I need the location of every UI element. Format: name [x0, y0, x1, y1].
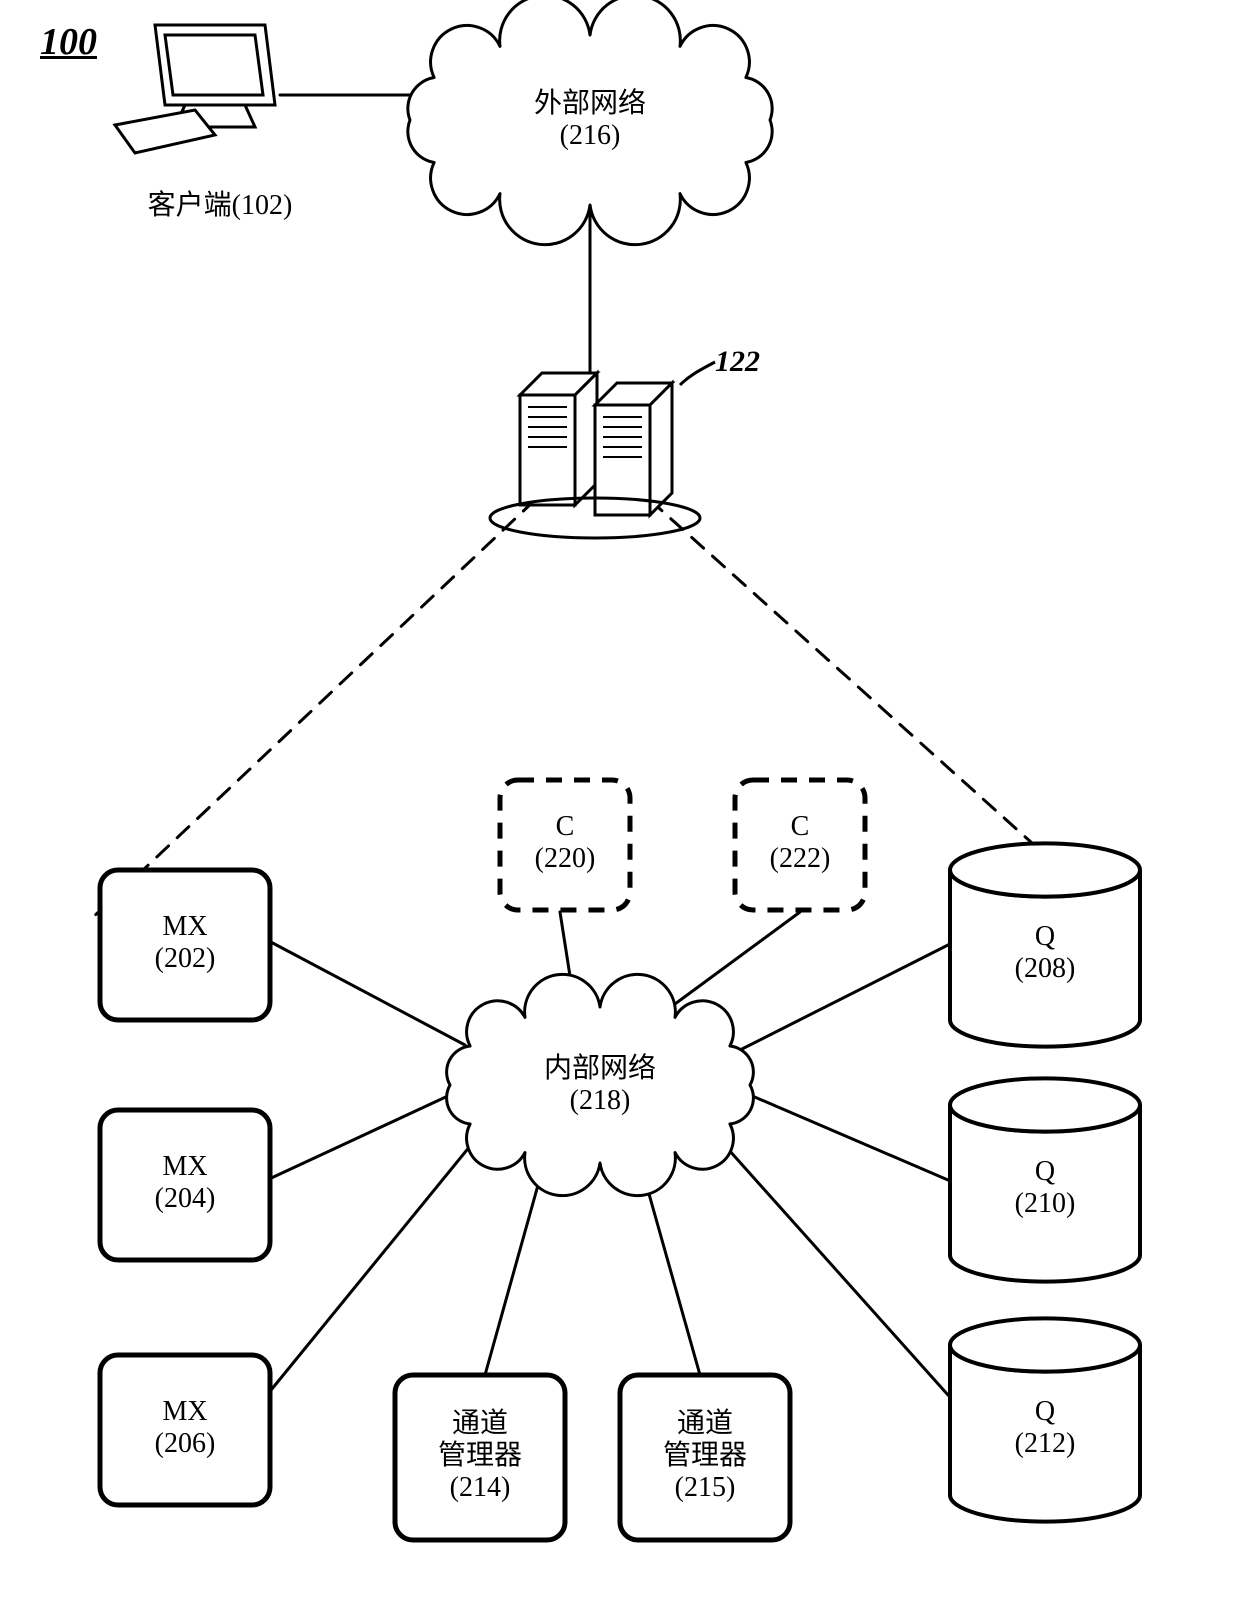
diagram-canvas: [0, 0, 1240, 1609]
figure-number: 100: [40, 20, 97, 64]
